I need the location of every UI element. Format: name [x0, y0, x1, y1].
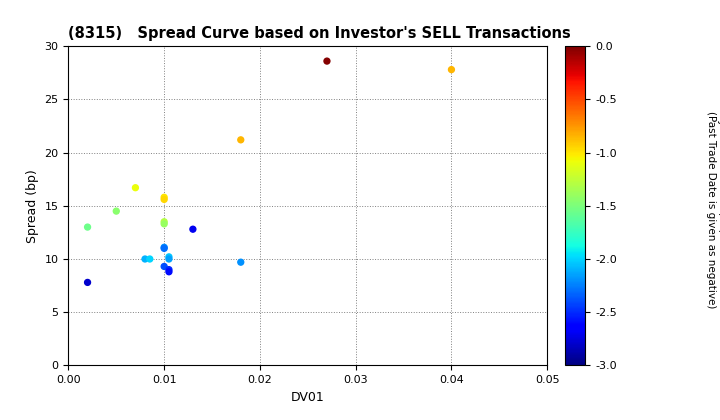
Point: [163, 266, 175, 273]
Point: [139, 256, 150, 262]
Point: [321, 58, 333, 64]
Point: [158, 218, 170, 225]
Text: (8315)   Spread Curve based on Investor's SELL Transactions: (8315) Spread Curve based on Investor's …: [68, 26, 571, 41]
Point: [111, 208, 122, 215]
Point: [446, 66, 457, 73]
Point: [158, 245, 170, 252]
Point: [130, 184, 141, 191]
Point: [158, 263, 170, 270]
Point: [158, 244, 170, 251]
Point: [144, 256, 156, 262]
X-axis label: DV01: DV01: [291, 391, 325, 404]
Point: [158, 220, 170, 227]
Point: [163, 268, 175, 275]
Point: [187, 226, 199, 233]
Point: [163, 256, 175, 262]
Point: [158, 196, 170, 203]
Point: [82, 279, 94, 286]
Point: [235, 259, 246, 265]
Point: [163, 254, 175, 260]
Point: [158, 194, 170, 201]
Point: [82, 224, 94, 231]
Text: Time in years between 11/22/2024 and Trade Date
(Past Trade Date is given as neg: Time in years between 11/22/2024 and Tra…: [706, 78, 720, 342]
Y-axis label: Spread (bp): Spread (bp): [26, 169, 39, 243]
Point: [235, 136, 246, 143]
